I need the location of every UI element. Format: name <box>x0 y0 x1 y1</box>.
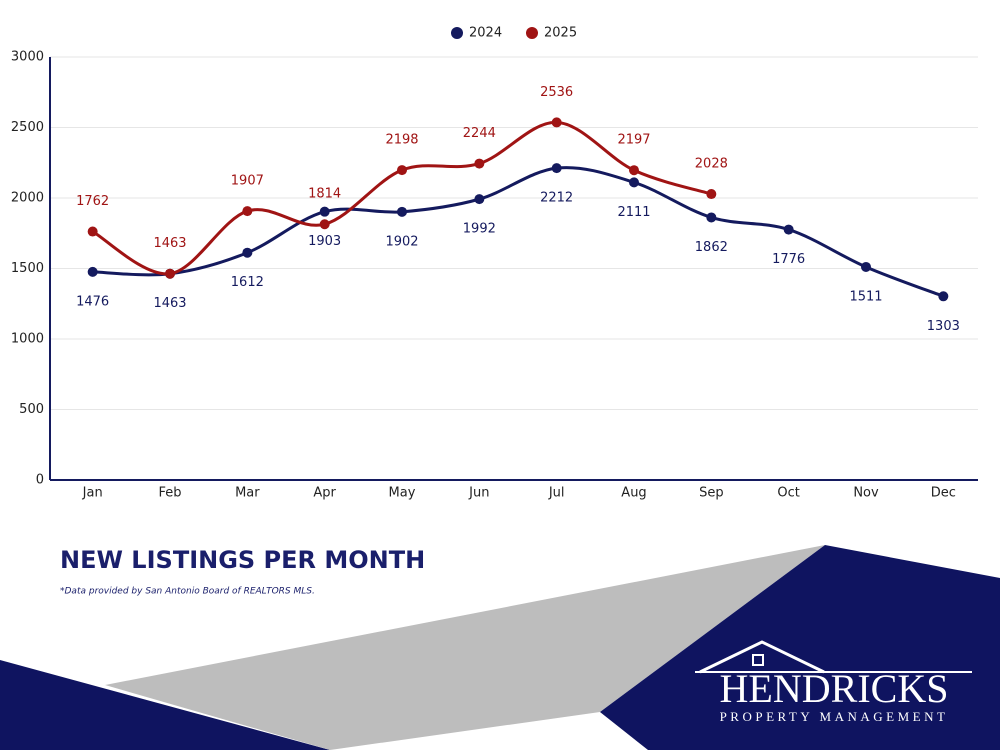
logo: HENDRICKS PROPERTY MANAGEMENT <box>695 640 972 724</box>
x-tick-label: Sep <box>699 486 724 501</box>
data-label: 1902 <box>385 234 418 249</box>
point <box>474 194 485 205</box>
point <box>474 158 485 169</box>
data-label: 1862 <box>695 240 728 255</box>
y-tick-label: 1000 <box>11 332 44 347</box>
data-label: 2244 <box>463 126 496 141</box>
logo-roof <box>699 640 825 674</box>
plot: 0 500 1000 1500 2000 2500 3000 Jan Feb Mar Apr May J… <box>11 50 978 501</box>
point <box>551 163 562 174</box>
y-tick-label: 0 <box>36 473 44 488</box>
data-label: 2536 <box>540 85 573 100</box>
point <box>319 219 330 230</box>
point <box>551 117 562 128</box>
data-label: 1762 <box>76 194 109 209</box>
data-label: 2028 <box>695 157 728 172</box>
point <box>861 261 871 272</box>
data-label: 1303 <box>927 319 960 334</box>
data-label: 1903 <box>308 234 341 249</box>
y-tick-label: 500 <box>19 402 44 417</box>
y-tick-label: 2500 <box>11 120 44 135</box>
decor-gray <box>105 545 825 750</box>
y-tick-label: 1500 <box>11 261 44 276</box>
point <box>87 226 98 237</box>
x-tick-label: Aug <box>621 486 646 501</box>
legend-label: 2025 <box>544 26 577 41</box>
point <box>629 177 639 188</box>
point <box>706 189 717 200</box>
legend-swatch <box>526 27 538 39</box>
x-tick-label: Apr <box>313 486 336 501</box>
decor-left <box>0 660 330 750</box>
chart-title: NEW LISTINGS PER MONTH <box>60 546 425 574</box>
note: *Data provided by San Antonio Board of R… <box>60 587 315 597</box>
point <box>629 165 639 176</box>
x-tick-label: Mar <box>235 486 260 501</box>
y-tick-label: 3000 <box>11 50 44 65</box>
data-label: 1463 <box>153 296 186 311</box>
legend-label: 2024 <box>469 26 502 41</box>
x-tick-label: Oct <box>777 486 799 501</box>
point <box>783 224 794 235</box>
x-tick-label: Jul <box>548 486 565 501</box>
data-label: 2198 <box>385 133 418 148</box>
data-label: 1907 <box>231 174 264 189</box>
logo-tagline: PROPERTY MANAGEMENT <box>720 709 949 724</box>
point <box>242 247 253 258</box>
point <box>165 268 175 279</box>
data-label: 2212 <box>540 191 573 206</box>
data-label: 1511 <box>849 289 882 304</box>
point <box>319 206 330 217</box>
point <box>397 206 407 217</box>
point <box>87 266 98 277</box>
data-label: 2111 <box>617 205 650 220</box>
point <box>397 165 407 176</box>
data-label: 2197 <box>617 133 650 148</box>
data-label: 1992 <box>463 222 496 237</box>
data-label: 1463 <box>153 236 186 251</box>
x-tick-label: Nov <box>853 486 879 501</box>
logo-window <box>752 654 764 666</box>
data-label: 1612 <box>231 275 264 290</box>
x-tick-label: May <box>389 486 416 501</box>
data-label: 1476 <box>76 294 109 309</box>
x-tick-label: Jan <box>82 486 103 501</box>
decor-right <box>600 545 1000 750</box>
point <box>938 291 949 302</box>
data-label: 1814 <box>308 187 341 202</box>
x-tick-label: Jun <box>468 486 489 501</box>
legend-swatch <box>451 27 463 39</box>
x-tick-label: Feb <box>158 486 181 501</box>
logo-name: HENDRICKS <box>720 666 949 711</box>
data-label: 1776 <box>772 252 805 267</box>
point <box>706 212 717 223</box>
x-tick-label: Dec <box>931 486 956 501</box>
y-tick-label: 2000 <box>11 191 44 206</box>
point <box>242 206 253 217</box>
